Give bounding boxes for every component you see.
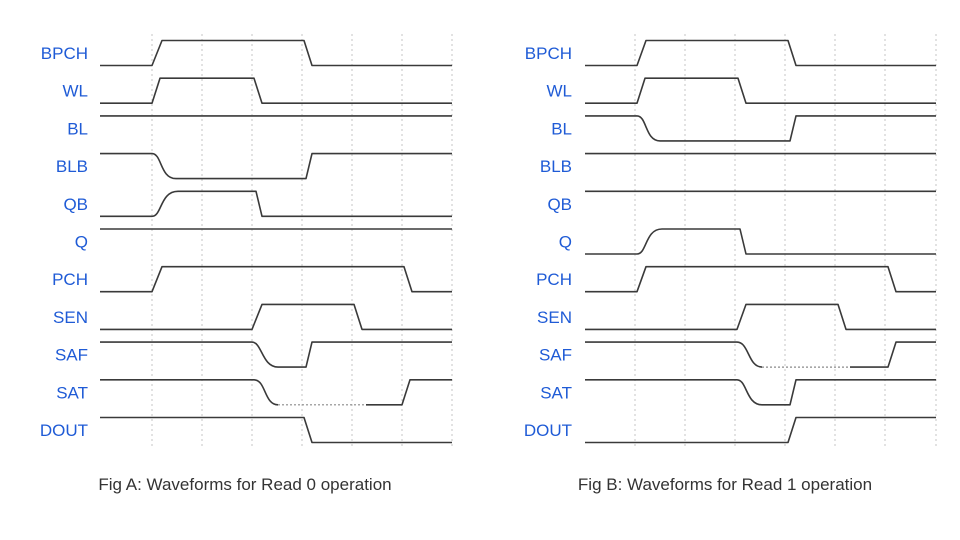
figure-a-waveforms bbox=[100, 39, 452, 444]
figure-a-signal-labels: BPCH WL BL BLB QB Q PCH SEN SAF SAT DOUT bbox=[40, 44, 88, 440]
figure-b-gridlines bbox=[634, 34, 937, 446]
figure-a-gridlines bbox=[151, 34, 453, 446]
fig-b-waveform-segment-12 bbox=[585, 379, 936, 406]
fig-a-label-wl: WL bbox=[63, 82, 89, 101]
figure-b-waveforms bbox=[585, 39, 936, 444]
fig-b-label-qb: QB bbox=[547, 195, 572, 214]
figure-a-caption: Fig A: Waveforms for Read 0 operation bbox=[98, 475, 391, 494]
fig-a-waveform-segment-7 bbox=[100, 265, 452, 293]
fig-a-label-bpch: BPCH bbox=[41, 44, 88, 63]
fig-b-waveform-segment-13 bbox=[585, 416, 936, 444]
fig-b-label-bpch: BPCH bbox=[525, 44, 572, 63]
fig-b-waveform-segment-9 bbox=[585, 341, 763, 368]
fig-a-label-saf: SAF bbox=[55, 346, 88, 365]
figure-b-caption: Fig B: Waveforms for Read 1 operation bbox=[578, 475, 872, 494]
fig-a-waveform-segment-10 bbox=[100, 379, 279, 406]
fig-a-label-bl: BL bbox=[67, 119, 88, 138]
fig-b-waveform-segment-2 bbox=[585, 77, 936, 104]
fig-b-label-wl: WL bbox=[547, 82, 573, 101]
fig-a-waveform-segment-5 bbox=[100, 190, 452, 218]
fig-b-waveform-segment-6 bbox=[585, 228, 936, 255]
fig-b-waveform-segment-7 bbox=[585, 265, 936, 293]
figure-b-signal-labels: BPCH WL BL BLB QB Q PCH SEN SAF SAT DOUT bbox=[524, 44, 572, 440]
fig-a-label-dout: DOUT bbox=[40, 421, 88, 440]
fig-a-label-q: Q bbox=[75, 233, 88, 252]
fig-a-waveform-segment-13 bbox=[100, 416, 452, 444]
fig-a-waveform-segment-12 bbox=[366, 379, 452, 406]
fig-b-label-saf: SAF bbox=[539, 346, 572, 365]
fig-a-label-blb: BLB bbox=[56, 157, 88, 176]
figure-a: BPCH WL BL BLB QB Q PCH SEN SAF SAT DOUT Fig A: Wa… bbox=[40, 34, 453, 494]
fig-a-waveform-segment-8 bbox=[100, 303, 452, 331]
fig-a-label-qb: QB bbox=[63, 195, 88, 214]
fig-b-label-pch: PCH bbox=[536, 270, 572, 289]
fig-a-label-pch: PCH bbox=[52, 270, 88, 289]
fig-a-label-sen: SEN bbox=[53, 308, 88, 327]
fig-b-label-bl: BL bbox=[551, 119, 572, 138]
fig-b-label-q: Q bbox=[559, 233, 572, 252]
fig-a-waveform-segment-1 bbox=[100, 39, 452, 67]
fig-b-label-blb: BLB bbox=[540, 157, 572, 176]
fig-a-label-sat: SAT bbox=[56, 383, 88, 402]
fig-b-waveform-segment-8 bbox=[585, 303, 936, 331]
fig-a-waveform-segment-4 bbox=[100, 152, 452, 180]
fig-b-label-sen: SEN bbox=[537, 308, 572, 327]
fig-a-waveform-segment-2 bbox=[100, 77, 452, 104]
figure-b: BPCH WL BL BLB QB Q PCH SEN SAF SAT DOUT Fig B: Wa… bbox=[524, 34, 937, 494]
fig-a-waveform-segment-9 bbox=[100, 341, 452, 368]
fig-b-label-dout: DOUT bbox=[524, 421, 572, 440]
fig-b-waveform-segment-11 bbox=[850, 341, 936, 368]
fig-b-waveform-segment-3 bbox=[585, 115, 936, 142]
fig-b-waveform-segment-1 bbox=[585, 39, 936, 67]
fig-b-label-sat: SAT bbox=[540, 383, 572, 402]
